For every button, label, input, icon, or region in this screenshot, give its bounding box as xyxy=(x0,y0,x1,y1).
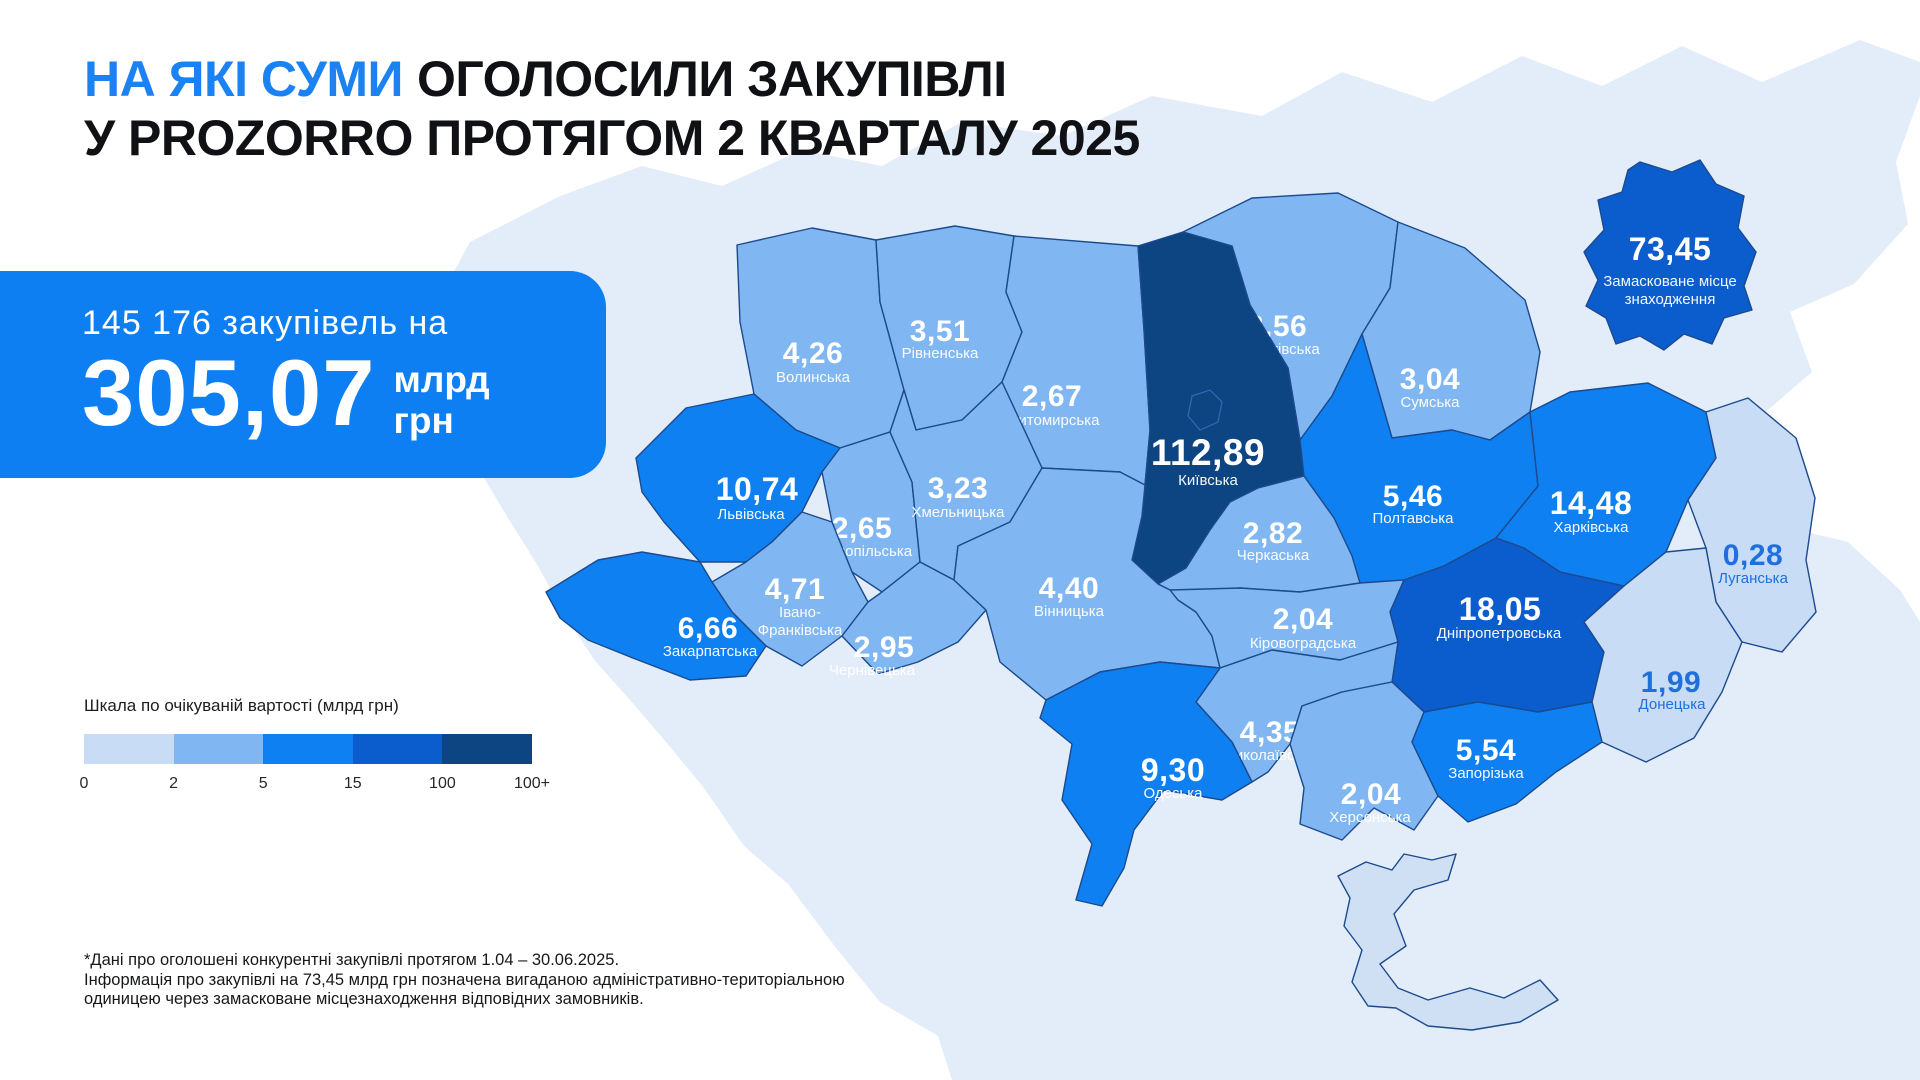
region-zaporizka: 5,54 Запорізька xyxy=(1411,701,1603,823)
region-name: Донецька xyxy=(1639,696,1707,713)
summary-amount: 305,07 xyxy=(82,340,376,445)
region-value: 4,26 xyxy=(783,337,843,370)
legend-tick: 0 xyxy=(79,775,89,792)
legend-swatch-4 xyxy=(352,734,443,764)
legend-tick: 100+ xyxy=(513,775,551,792)
footnote-line-2: Інформація про закупівлі на 73,45 млрд г… xyxy=(84,970,845,989)
region-value: 2,65 xyxy=(832,512,892,545)
region-value: 2,82 xyxy=(1243,517,1303,550)
legend-swatch-3 xyxy=(263,734,353,764)
legend-swatch-1 xyxy=(84,734,174,764)
region-value: 2,95 xyxy=(854,631,914,664)
legend-tick: 2 xyxy=(169,775,179,792)
region-name: Вінницька xyxy=(1034,603,1105,620)
region-rivnenska: 3,51 Рівненська xyxy=(875,225,1023,431)
summary-card: 145 176 закупівель на 305,07 млрд грн xyxy=(0,271,606,478)
region-value: 112,89 xyxy=(1151,432,1265,473)
region-name-line2: Франківська xyxy=(758,622,843,639)
region-name: Львівська xyxy=(717,506,785,523)
title-line-1: НА ЯКІ СУМИ ОГОЛОСИЛИ ЗАКУПІВЛІ xyxy=(84,50,1140,109)
region-name: Одеська xyxy=(1144,785,1204,802)
region-name: Запорізька xyxy=(1448,765,1524,782)
legend: Шкала по очікуваній вартості (млрд грн) … xyxy=(80,696,550,795)
region-value: 73,45 xyxy=(1629,231,1712,267)
region-kharkivska: 14,48 Харківська xyxy=(1495,382,1717,587)
summary-intro: 145 176 закупівель на xyxy=(82,304,449,342)
title-accent: НА ЯКІ СУМИ xyxy=(84,51,404,107)
legend-tick: 15 xyxy=(343,775,362,792)
legend-swatch-5 xyxy=(442,734,532,764)
summary-unit-top: млрд xyxy=(393,359,490,400)
region-value: 1,99 xyxy=(1641,666,1701,699)
region-name: Полтавська xyxy=(1373,510,1455,527)
region-kirovohradska: 2,04 Кіровоградська xyxy=(1169,579,1405,669)
region-name: Чернівецька xyxy=(829,662,916,679)
region-khersonska: 2,04 Херсонська xyxy=(1289,681,1439,841)
region-value: 2,04 xyxy=(1341,778,1401,811)
legend-ticks: 0 2 5 15 100 100+ xyxy=(80,775,550,795)
region-name: Сумська xyxy=(1400,394,1460,411)
region-name: Харківська xyxy=(1554,519,1630,536)
crimea-outline xyxy=(1337,853,1559,1031)
region-value: 4,40 xyxy=(1039,572,1099,605)
region-zakarpatska: 6,66 Закарпатська xyxy=(545,551,767,681)
region-name: Дніпропетровська xyxy=(1437,625,1562,642)
region-name: Черкаська xyxy=(1237,547,1310,564)
page-title: НА ЯКІ СУМИ ОГОЛОСИЛИ ЗАКУПІВЛІ У PROZORR… xyxy=(84,50,1140,168)
region-cherkaska: 2,82 Черкаська xyxy=(1157,475,1361,595)
summary-units: млрд грн xyxy=(394,345,490,441)
region-value: 4,71 xyxy=(765,573,825,606)
region-value: 9,30 xyxy=(1141,752,1205,788)
legend-tick: 100 xyxy=(429,775,456,792)
region-value: 18,05 xyxy=(1459,591,1542,627)
region-ivano-frankivska: 4,71 Івано- Франківська xyxy=(711,511,869,667)
kyiv-city-outline xyxy=(1187,389,1223,431)
summary-amount-row: 305,07 млрд грн xyxy=(82,345,606,441)
region-dnipropetrovska: 18,05 Дніпропетровська xyxy=(1389,537,1625,713)
region-khmelnytska: 3,23 Хмельницька xyxy=(889,381,1043,581)
summary-unit-bottom: грн xyxy=(393,400,454,441)
region-name: Хмельницька xyxy=(911,504,1005,521)
region-value: 3,04 xyxy=(1400,363,1460,396)
region-masked-location: 73,45 Замасковане місце знаходження xyxy=(1583,159,1757,351)
region-sumska: 3,04 Сумська xyxy=(1361,221,1541,441)
region-name: Херсонська xyxy=(1329,809,1411,826)
legend-color-scale xyxy=(84,734,532,764)
footnote-line-1: *Дані про оголошені конкурентні закупівл… xyxy=(84,951,620,969)
region-name-line1: Замасковане місце xyxy=(1603,273,1736,290)
region-name: Кіровоградська xyxy=(1250,635,1357,652)
region-value: 10,74 xyxy=(716,471,799,507)
legend-tick: 5 xyxy=(258,775,268,792)
region-name: Рівненська xyxy=(902,345,979,362)
region-name: Волинська xyxy=(776,369,851,386)
region-name: Закарпатська xyxy=(663,643,758,660)
region-value: 3,51 xyxy=(910,315,970,348)
region-luhanska: 0,28 Луганська xyxy=(1687,397,1817,653)
region-value: 2,04 xyxy=(1273,603,1333,636)
legend-swatch-2 xyxy=(173,734,264,764)
region-value: 6,66 xyxy=(678,612,738,645)
region-value: 5,54 xyxy=(1456,734,1516,767)
region-odeska: 9,30 Одеська xyxy=(1039,661,1253,907)
region-value: 2,67 xyxy=(1022,380,1082,413)
region-name: Київська xyxy=(1178,472,1238,489)
region-name: Житомирська xyxy=(1005,412,1101,429)
legend-title: Шкала по очікуваній вартості (млрд грн) xyxy=(84,696,399,715)
region-value: 3,23 xyxy=(928,472,988,505)
footnote: *Дані про оголошені конкурентні закупівл… xyxy=(84,951,845,1010)
region-value: 0,28 xyxy=(1723,539,1783,572)
region-name-line1: Івано- xyxy=(779,604,821,621)
title-rest: ОГОЛОСИЛИ ЗАКУПІВЛІ xyxy=(417,51,1007,107)
title-line-2: У PROZORRO ПРОТЯГОМ 2 КВАРТАЛУ 2025 xyxy=(84,110,1140,166)
region-value: 5,46 xyxy=(1383,480,1443,513)
region-chernivetska: 2,95 Чернівецька xyxy=(829,561,987,679)
region-value: 14,48 xyxy=(1550,485,1633,521)
region-donetska: 1,99 Донецька xyxy=(1583,547,1743,763)
region-zhytomyrska: 2,67 Житомирська xyxy=(1001,235,1151,486)
region-name-line2: знаходження xyxy=(1625,291,1716,308)
footnote-line-3: одиницею через замасковане місцезнаходже… xyxy=(84,990,644,1008)
region-name: Луганська xyxy=(1718,570,1788,587)
